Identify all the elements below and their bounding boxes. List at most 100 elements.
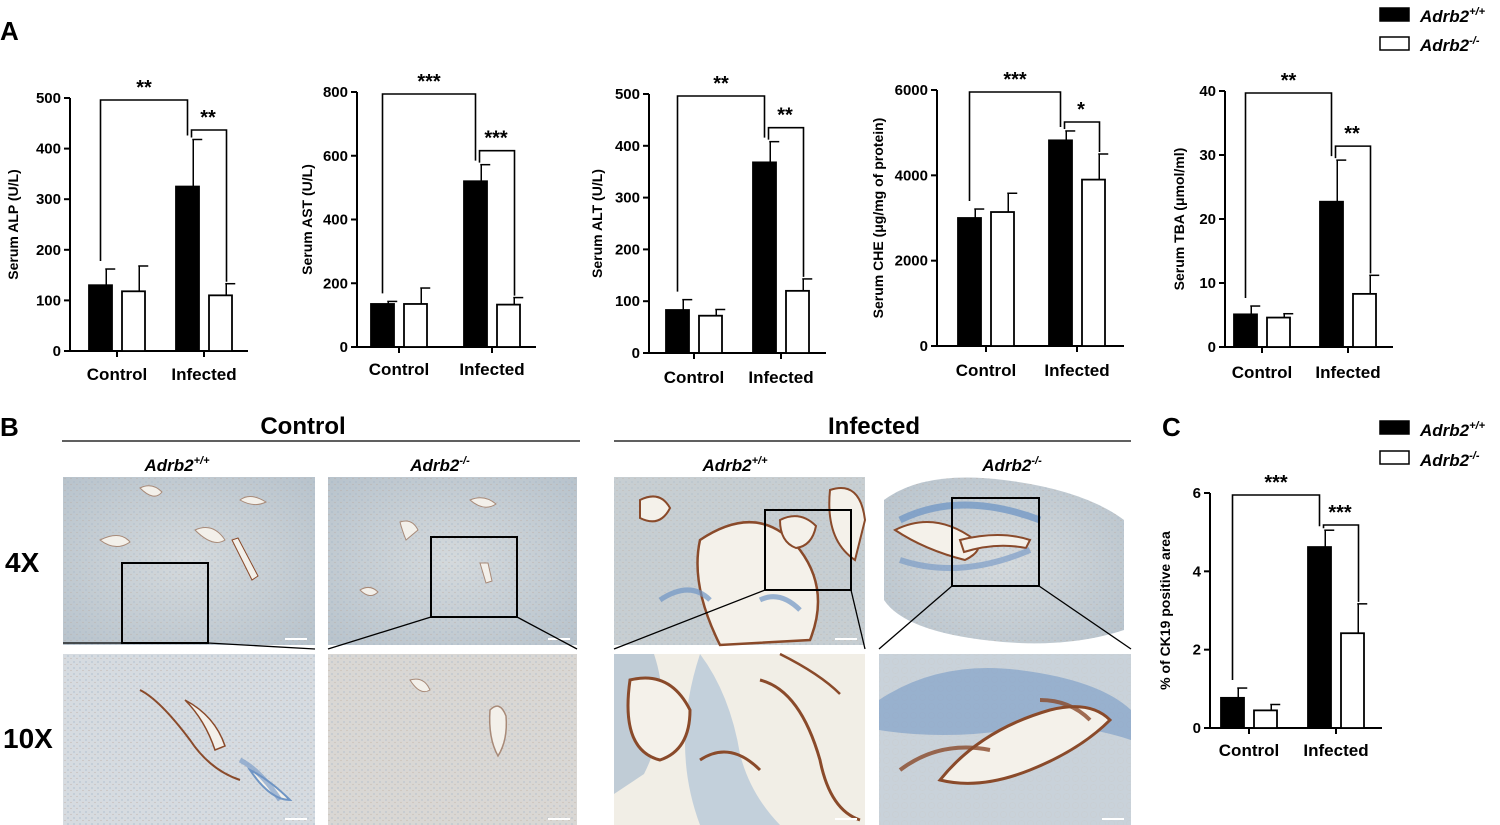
legend-swatch-wt bbox=[1379, 7, 1410, 22]
y-tick-label: 600 bbox=[323, 148, 348, 165]
significance-label: * bbox=[1077, 99, 1085, 121]
micrograph-control-wt-10x bbox=[63, 654, 315, 825]
legend-label-ko: Adrb2-/- bbox=[1419, 35, 1480, 55]
significance-label: *** bbox=[1328, 502, 1352, 524]
significance-label: ** bbox=[777, 105, 793, 127]
micrograph-control-ko-10x bbox=[328, 654, 577, 825]
chart-3: 0 100 200 300 400 500 Serum ALT (U/L) Control In… bbox=[589, 73, 826, 387]
magnification-10x: 10X bbox=[3, 723, 53, 754]
chart-2: 0 200 400 600 800 Serum AST (U/L) Control Infec… bbox=[299, 71, 536, 379]
y-tick-label: 0 bbox=[340, 339, 348, 356]
y-tick-label: 200 bbox=[323, 275, 348, 292]
x-tick-label: Control bbox=[1232, 363, 1292, 382]
y-axis-label: Serum ALP (U/L) bbox=[5, 169, 21, 279]
micrograph-infected-ko-4x bbox=[879, 477, 1131, 645]
panel-label-c: C bbox=[1162, 412, 1181, 442]
y-tick-label: 2000 bbox=[895, 253, 928, 270]
significance-label: ** bbox=[1281, 70, 1297, 92]
zoom-box bbox=[951, 497, 1040, 587]
y-axis-label: Serum CHE (μg/mg of protein) bbox=[870, 118, 886, 319]
y-tick-label: 800 bbox=[323, 84, 348, 101]
y-tick-label: 4 bbox=[1193, 563, 1202, 580]
bar-ko-infected bbox=[1340, 632, 1365, 729]
chart-5: 0 10 20 30 40 Serum TBA (μmol/ml) Control Infec… bbox=[1171, 70, 1393, 382]
bar-wt-control bbox=[88, 284, 113, 352]
panel-label-a: A bbox=[0, 16, 19, 46]
group-heading-control: Control bbox=[260, 413, 345, 440]
zoom-lines bbox=[63, 585, 1132, 650]
significance-bracket bbox=[99, 99, 189, 262]
significance-label: *** bbox=[1003, 69, 1027, 91]
micrograph-infected-wt-4x bbox=[614, 477, 867, 647]
y-tick-label: 200 bbox=[36, 242, 61, 259]
significance-label: ** bbox=[1344, 123, 1360, 145]
genotype-label-3: Adrb2+/+ bbox=[701, 455, 768, 475]
legend-c-swatch-ko bbox=[1379, 450, 1410, 465]
magnification-4x: 4X bbox=[5, 547, 40, 578]
y-axis-label: Serum TBA (μmol/ml) bbox=[1171, 148, 1187, 291]
histology-panel: Control Infected Adrb2+/+ Adrb2-/- Adrb2… bbox=[3, 413, 1132, 825]
bar-wt-infected bbox=[1048, 139, 1073, 347]
legend-label-wt: Adrb2+/+ bbox=[1419, 6, 1486, 26]
bar-ko-infected bbox=[496, 303, 521, 348]
bar-ko-control bbox=[1253, 709, 1278, 729]
x-tick-label: Infected bbox=[459, 360, 524, 379]
bar-ko-infected bbox=[785, 289, 810, 354]
y-axis-label: Serum ALT (U/L) bbox=[589, 169, 605, 278]
bar-ko-control bbox=[121, 290, 146, 352]
legend-c-label-wt: Adrb2+/+ bbox=[1419, 420, 1486, 440]
bar-wt-infected bbox=[463, 180, 488, 348]
y-tick-label: 4000 bbox=[895, 167, 928, 184]
significance-bracket bbox=[1063, 121, 1101, 152]
micrograph-control-ko-4x bbox=[328, 477, 577, 645]
significance-label: *** bbox=[417, 71, 441, 93]
y-tick-label: 0 bbox=[53, 343, 61, 360]
x-tick-label: Control bbox=[956, 361, 1016, 380]
bar-wt-infected bbox=[175, 185, 200, 352]
micrograph-infected-ko-10x bbox=[879, 654, 1131, 825]
bar-ko-infected bbox=[208, 294, 233, 352]
chart-6: 0 2 4 6 % of CK19 positive area Control Infect… bbox=[1157, 472, 1382, 760]
significance-bracket bbox=[381, 93, 477, 294]
significance-bracket bbox=[1231, 494, 1321, 681]
legend-panel-c: Adrb2+/+ Adrb2-/- bbox=[1379, 420, 1486, 470]
x-tick-label: Infected bbox=[1044, 361, 1109, 380]
y-tick-label: 0 bbox=[1193, 720, 1201, 737]
micrograph-control-wt-4x bbox=[63, 477, 315, 645]
y-tick-label: 0 bbox=[1208, 339, 1216, 356]
y-tick-label: 400 bbox=[323, 212, 348, 229]
legend-top: Adrb2+/+ Adrb2-/- bbox=[1379, 6, 1486, 55]
genotype-label-4: Adrb2-/- bbox=[981, 455, 1042, 475]
y-tick-label: 100 bbox=[615, 293, 640, 310]
bar-wt-infected bbox=[1307, 546, 1332, 729]
legend-c-swatch-wt bbox=[1379, 420, 1410, 435]
bar-wt-control bbox=[957, 217, 982, 347]
y-tick-label: 300 bbox=[36, 191, 61, 208]
y-axis-label: % of CK19 positive area bbox=[1157, 531, 1173, 690]
y-tick-label: 20 bbox=[1199, 211, 1216, 228]
significance-label: ** bbox=[200, 107, 216, 129]
significance-label: ** bbox=[713, 73, 729, 95]
y-tick-label: 0 bbox=[632, 345, 640, 362]
y-tick-label: 6 bbox=[1193, 485, 1201, 502]
y-tick-label: 2 bbox=[1193, 642, 1201, 659]
y-tick-label: 300 bbox=[615, 190, 640, 207]
y-tick-label: 500 bbox=[615, 86, 640, 103]
bar-ko-control bbox=[990, 211, 1015, 347]
x-tick-label: Infected bbox=[171, 365, 236, 384]
x-tick-label: Control bbox=[369, 360, 429, 379]
y-tick-label: 0 bbox=[920, 338, 928, 355]
chart-1: 0 100 200 300 400 500 Serum ALP (U/L) Control In… bbox=[5, 77, 248, 384]
zoom-box bbox=[121, 562, 209, 644]
bar-ko-infected bbox=[1352, 292, 1377, 348]
significance-bracket bbox=[968, 91, 1062, 202]
y-tick-label: 6000 bbox=[895, 82, 928, 99]
y-tick-label: 40 bbox=[1199, 83, 1216, 100]
bar-wt-control bbox=[370, 303, 395, 348]
bar-wt-infected bbox=[752, 161, 777, 354]
x-tick-label: Control bbox=[1219, 741, 1279, 760]
x-tick-label: Control bbox=[87, 365, 147, 384]
chart-4: 0 2000 4000 6000 Serum CHE (μg/mg of protein… bbox=[870, 69, 1124, 380]
